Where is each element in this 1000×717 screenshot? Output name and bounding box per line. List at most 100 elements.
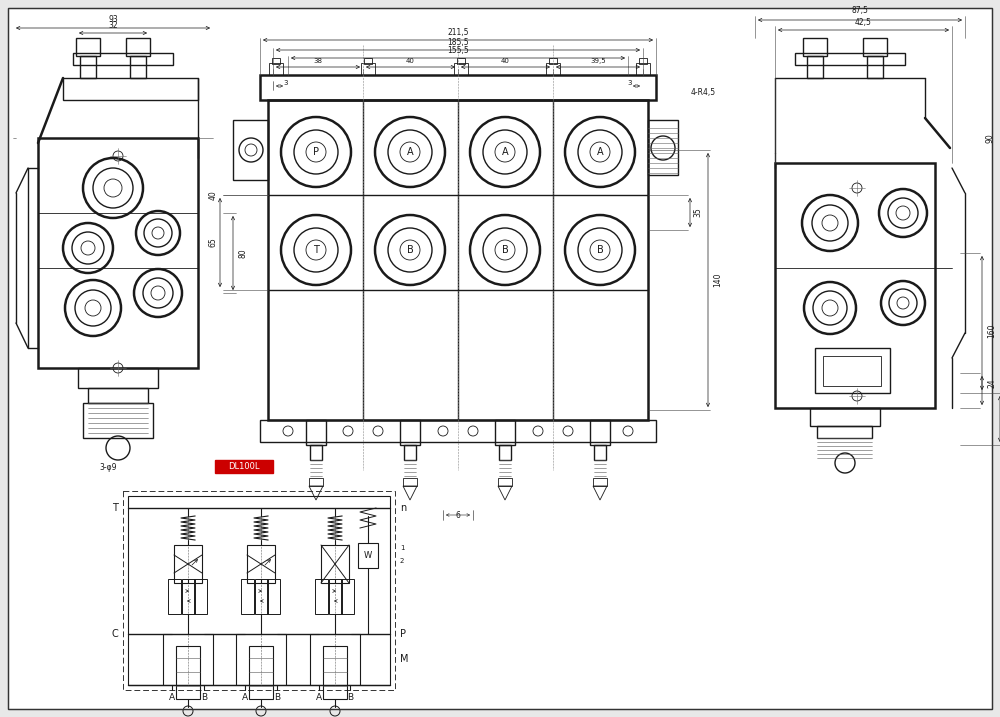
Bar (400, 420, 420, 445)
Bar (182, 579, 195, 614)
Bar (803, 38, 827, 56)
Bar (361, 63, 375, 75)
Bar (358, 543, 378, 568)
Bar (775, 163, 935, 408)
Bar (176, 646, 200, 699)
Bar (260, 420, 656, 442)
Bar (309, 478, 323, 486)
Bar (498, 478, 512, 486)
Bar (78, 368, 158, 388)
Bar (88, 388, 148, 403)
Bar (495, 420, 515, 445)
Bar (76, 38, 100, 56)
Text: 93: 93 (108, 16, 118, 24)
Text: T: T (313, 245, 319, 255)
Text: A: A (169, 693, 175, 701)
Text: 42,5: 42,5 (855, 17, 872, 27)
Text: 160: 160 (988, 323, 996, 338)
Bar (268, 100, 648, 420)
Text: A: A (316, 693, 322, 701)
Bar (126, 38, 150, 56)
Bar (272, 58, 280, 64)
Text: 211,5: 211,5 (447, 29, 469, 37)
Bar (454, 63, 468, 75)
Bar (815, 348, 890, 393)
Text: A: A (242, 693, 248, 701)
Bar (499, 445, 511, 460)
Bar (233, 120, 268, 180)
Bar (636, 63, 650, 75)
Bar (80, 56, 96, 78)
Text: 39,5: 39,5 (590, 58, 606, 64)
Text: B: B (274, 693, 280, 701)
Bar (590, 420, 610, 445)
Bar (321, 545, 349, 583)
Text: 185,5: 185,5 (447, 39, 469, 47)
Text: 38: 38 (314, 58, 322, 64)
Text: DL100L: DL100L (228, 462, 260, 471)
Text: 4-R4,5: 4-R4,5 (690, 88, 716, 98)
Bar (128, 496, 390, 685)
Bar (807, 56, 823, 78)
Text: 80: 80 (239, 248, 248, 258)
Text: 32: 32 (108, 21, 118, 29)
Text: B: B (502, 245, 508, 255)
Text: 2: 2 (400, 558, 404, 564)
Bar (306, 420, 326, 445)
Text: 3: 3 (284, 80, 288, 86)
Bar (403, 478, 417, 486)
Text: 40: 40 (406, 58, 415, 64)
Text: 1: 1 (400, 545, 404, 551)
Bar (594, 445, 606, 460)
Text: 65: 65 (208, 237, 218, 247)
Bar (323, 646, 347, 699)
Bar (867, 56, 883, 78)
Text: 3-φ9: 3-φ9 (99, 463, 117, 473)
Bar (315, 579, 328, 614)
Text: P: P (400, 629, 406, 639)
Text: T: T (112, 503, 118, 513)
Text: 90: 90 (986, 133, 994, 143)
Bar (639, 58, 647, 64)
Text: 155,5: 155,5 (447, 47, 469, 55)
Bar (241, 579, 254, 614)
Text: n: n (400, 503, 406, 513)
Text: A: A (502, 147, 508, 157)
Bar (73, 53, 173, 65)
Text: 40: 40 (208, 190, 218, 200)
Text: W: W (364, 551, 372, 559)
Bar (404, 445, 416, 460)
Bar (310, 445, 322, 460)
Text: A: A (597, 147, 603, 157)
Bar (549, 58, 557, 64)
Text: B: B (407, 245, 413, 255)
Text: A: A (407, 147, 413, 157)
Bar (863, 38, 887, 56)
Bar (269, 63, 283, 75)
Text: P: P (313, 147, 319, 157)
Bar (810, 408, 880, 426)
Bar (817, 426, 872, 438)
Text: 24: 24 (988, 378, 996, 388)
Text: M: M (400, 654, 409, 664)
Bar (823, 356, 881, 386)
Text: B: B (597, 245, 603, 255)
Text: C: C (111, 629, 118, 639)
Bar (38, 138, 198, 368)
Bar (83, 403, 153, 438)
Text: 87,5: 87,5 (852, 6, 868, 14)
Bar (364, 58, 372, 64)
Bar (130, 56, 146, 78)
Bar (255, 579, 268, 614)
Text: 6: 6 (456, 511, 460, 520)
Bar (795, 53, 905, 65)
Bar (247, 545, 275, 583)
Bar (194, 579, 207, 614)
Bar (174, 545, 202, 583)
Bar (168, 579, 181, 614)
Bar (546, 63, 560, 75)
Bar (215, 460, 273, 473)
Bar (593, 478, 607, 486)
Bar (457, 58, 465, 64)
Bar (249, 646, 273, 699)
